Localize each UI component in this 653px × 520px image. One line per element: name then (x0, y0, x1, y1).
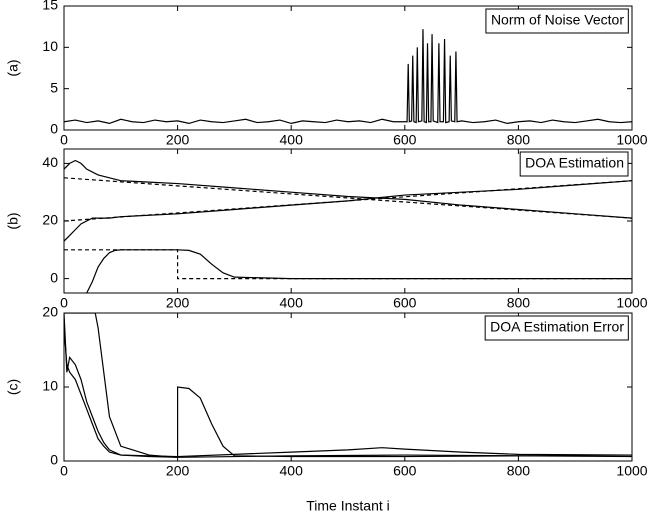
x-tick-label: 800 (507, 295, 531, 311)
plot-area (64, 159, 632, 293)
x-tick-label: 600 (393, 463, 417, 479)
y-tick-label: 20 (42, 212, 58, 228)
x-tick-label: 200 (166, 132, 190, 148)
x-tick-label: 200 (166, 295, 190, 311)
y-tick-label: 0 (50, 269, 58, 285)
y-tick-label: 15 (42, 0, 58, 13)
data-line (64, 180, 632, 242)
x-tick-label: 0 (60, 132, 68, 148)
axes-box (63, 5, 633, 131)
data-line (64, 177, 632, 219)
data-line (64, 29, 632, 125)
y-tick-label: 0 (50, 121, 58, 137)
chart-title: DOA Estimation (525, 155, 624, 171)
x-tick-label: 1000 (616, 295, 647, 311)
y-tick-label: 40 (42, 154, 58, 170)
data-line (86, 249, 632, 293)
title-box (519, 151, 629, 177)
data-line (64, 249, 632, 280)
chart-title: Norm of Noise Vector (491, 12, 624, 28)
data-line (64, 327, 632, 458)
y-tick-label: 20 (42, 304, 58, 320)
y-axis-label: (a) (5, 59, 21, 76)
y-tick-label: 0 (50, 452, 58, 468)
x-tick-label: 400 (280, 132, 304, 148)
x-tick-label: 1000 (616, 132, 647, 148)
y-axis-label: (b) (5, 212, 21, 229)
title-box (484, 315, 629, 341)
plot-area (64, 29, 632, 125)
x-tick-label: 1000 (616, 463, 647, 479)
y-tick-label: 10 (42, 378, 58, 394)
x-tick-label: 600 (393, 132, 417, 148)
x-tick-label: 600 (393, 295, 417, 311)
x-axis-label: Time Instant i (306, 498, 390, 514)
x-tick-label: 200 (166, 463, 190, 479)
y-axis-label: (c) (5, 379, 21, 395)
data-line (64, 180, 632, 222)
title-box (485, 8, 629, 34)
x-tick-label: 0 (60, 463, 68, 479)
x-tick-label: 800 (507, 463, 531, 479)
x-tick-label: 800 (507, 132, 531, 148)
x-tick-label: 0 (60, 295, 68, 311)
x-tick-label: 400 (280, 295, 304, 311)
y-tick-label: 10 (42, 38, 58, 54)
x-tick-label: 400 (280, 463, 304, 479)
y-tick-label: 5 (50, 79, 58, 95)
data-line (64, 159, 632, 219)
chart-title: DOA Estimation Error (490, 319, 624, 335)
